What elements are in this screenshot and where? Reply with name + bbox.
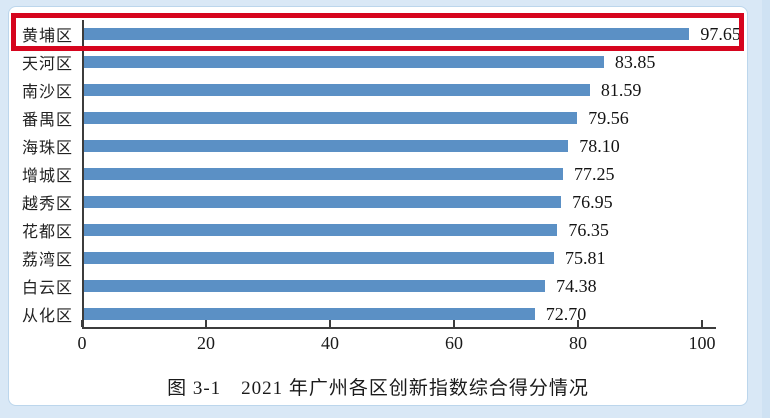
bar-track: 78.10	[82, 132, 739, 160]
value-label: 81.59	[600, 79, 642, 100]
chart-row: 从化区 72.70	[9, 300, 739, 328]
x-tick-label: 40	[321, 333, 339, 353]
x-tick-mark	[205, 320, 207, 327]
chart-row: 越秀区 76.95	[9, 188, 739, 216]
x-tick-label: 100	[688, 333, 716, 353]
category-label: 白云区	[22, 280, 74, 297]
value-label: 97.65	[700, 23, 741, 44]
value-label: 83.85	[614, 51, 656, 72]
bar-track: 97.65	[82, 20, 741, 48]
bar	[84, 28, 690, 40]
category-label: 花都区	[22, 224, 74, 241]
category-label: 南沙区	[22, 84, 74, 101]
bar-track: 76.95	[82, 188, 739, 216]
value-label: 75.81	[565, 247, 606, 268]
category-label: 黄埔区	[22, 28, 74, 45]
value-label: 77.25	[573, 163, 615, 184]
bar-track: 75.81	[82, 244, 739, 272]
bar-track: 72.70	[82, 300, 739, 328]
x-axis-line	[82, 327, 716, 329]
bar	[84, 56, 604, 68]
chart-row: 天河区 83.85	[9, 48, 739, 76]
category-label: 增城区	[22, 168, 74, 185]
value-label: 76.95	[572, 191, 613, 212]
chart-row: 海珠区 78.10	[9, 132, 739, 160]
value-label: 76.35	[568, 219, 609, 240]
value-label: 74.38	[556, 275, 597, 296]
bar	[84, 196, 562, 208]
bar	[84, 84, 590, 96]
chart-row: 南沙区 81.59	[9, 76, 739, 104]
bar	[84, 140, 569, 152]
x-tick-mark	[577, 320, 579, 327]
bar-track: 74.38	[82, 272, 739, 300]
chart-row: 增城区 77.25	[9, 160, 739, 188]
bar-track: 81.59	[82, 76, 739, 104]
value-label: 79.56	[588, 107, 629, 128]
x-tick-label: 60	[445, 333, 463, 353]
chart-row: 荔湾区 75.81	[9, 244, 739, 272]
category-label: 荔湾区	[22, 252, 74, 269]
value-label: 72.70	[545, 303, 587, 324]
chart-panel: 黄埔区 97.65 天河区 83.85 南沙区 81.59 番禺区 79.56 海珠区 78.10…	[8, 6, 748, 406]
category-label: 天河区	[22, 56, 74, 73]
bar-track: 79.56	[82, 104, 739, 132]
chart-row: 花都区 76.35	[9, 216, 739, 244]
x-tick-mark	[81, 320, 83, 327]
category-label: 从化区	[22, 308, 74, 325]
x-tick-label: 0	[77, 333, 87, 353]
chart-row: 番禺区 79.56	[9, 104, 739, 132]
bar	[84, 168, 563, 180]
bar	[84, 308, 535, 320]
bar	[84, 252, 555, 264]
bar-track: 83.85	[82, 48, 739, 76]
bar	[84, 280, 546, 292]
x-tick-mark	[453, 320, 455, 327]
x-tick-label: 80	[569, 333, 587, 353]
x-tick-mark	[701, 320, 703, 327]
x-tick-mark	[329, 320, 331, 327]
bar	[84, 224, 558, 236]
chart-row: 黄埔区 97.65	[9, 20, 741, 48]
chart-row: 白云区 74.38	[9, 272, 739, 300]
category-label: 番禺区	[22, 112, 74, 129]
bar-track: 76.35	[82, 216, 739, 244]
value-label: 78.10	[579, 135, 620, 156]
category-label: 海珠区	[22, 140, 74, 157]
chart-title: 图 3-1 2021 年广州各区创新指数综合得分情况	[167, 378, 589, 399]
chart-rows: 黄埔区 97.65 天河区 83.85 南沙区 81.59 番禺区 79.56 海珠区 78.10…	[9, 20, 741, 328]
x-tick-label: 20	[197, 333, 215, 353]
category-label: 越秀区	[22, 196, 74, 213]
bar	[84, 112, 578, 124]
bar-track: 77.25	[82, 160, 739, 188]
